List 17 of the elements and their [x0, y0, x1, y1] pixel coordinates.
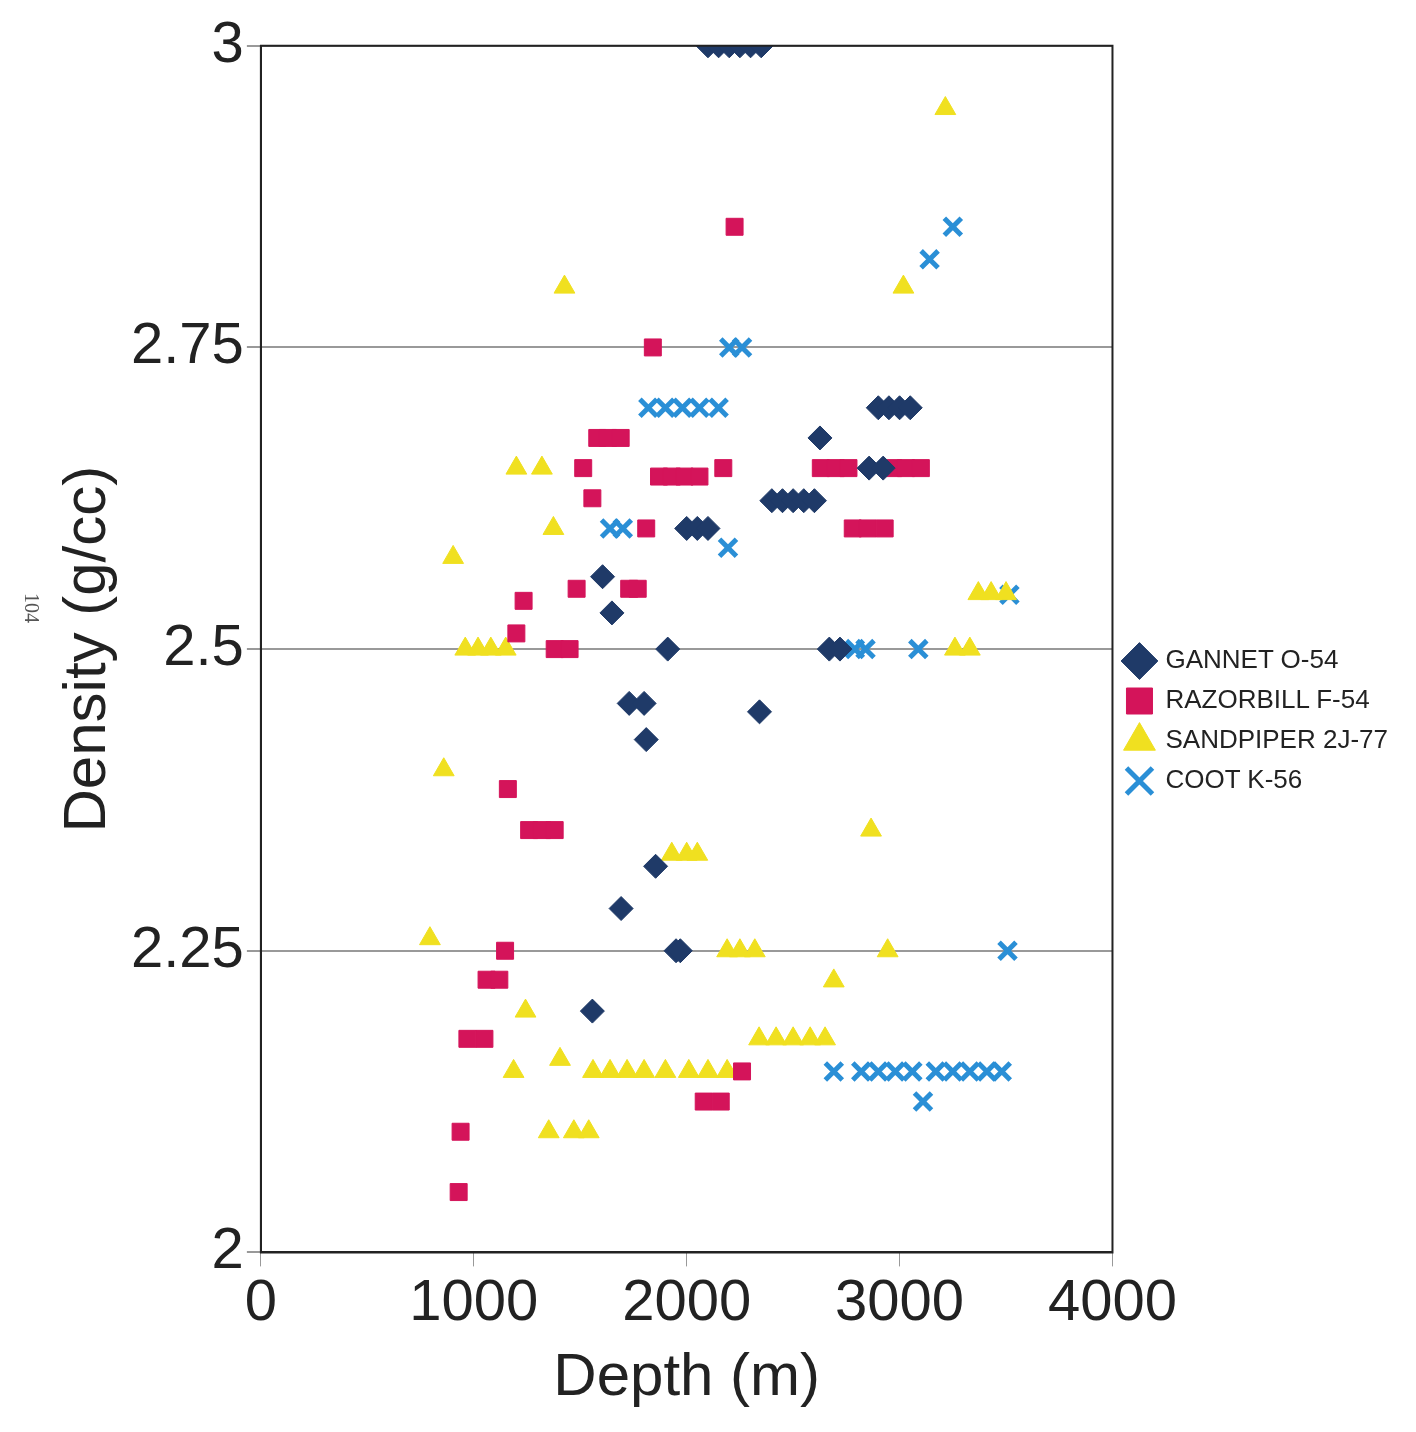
- x-tick-label: 3000: [835, 1267, 965, 1333]
- y-tick-label: 2: [211, 1215, 244, 1281]
- y-tick-label: 2.25: [130, 913, 244, 979]
- legend-label: GANNET O-54: [1165, 644, 1339, 675]
- legend-label: COOT K-56: [1165, 764, 1303, 795]
- x-tick-label: 2000: [622, 1267, 752, 1333]
- x-tick-label: 0: [244, 1267, 278, 1333]
- x-tick-label: 4000: [1047, 1267, 1177, 1333]
- x-axis-title: Depth (m): [553, 1340, 821, 1408]
- y-tick-label: 2.75: [130, 310, 244, 376]
- x-tick-label: 1000: [409, 1267, 539, 1333]
- text: 104: [20, 593, 43, 623]
- legend-label: SANDPIPER 2J-77: [1165, 724, 1389, 755]
- y-tick-label: 2.5: [163, 612, 244, 678]
- legend-label: RAZORBILL F-54: [1165, 684, 1370, 715]
- y-tick-label: 3: [211, 8, 244, 74]
- y-axis-title: Density (g/cc): [50, 465, 118, 833]
